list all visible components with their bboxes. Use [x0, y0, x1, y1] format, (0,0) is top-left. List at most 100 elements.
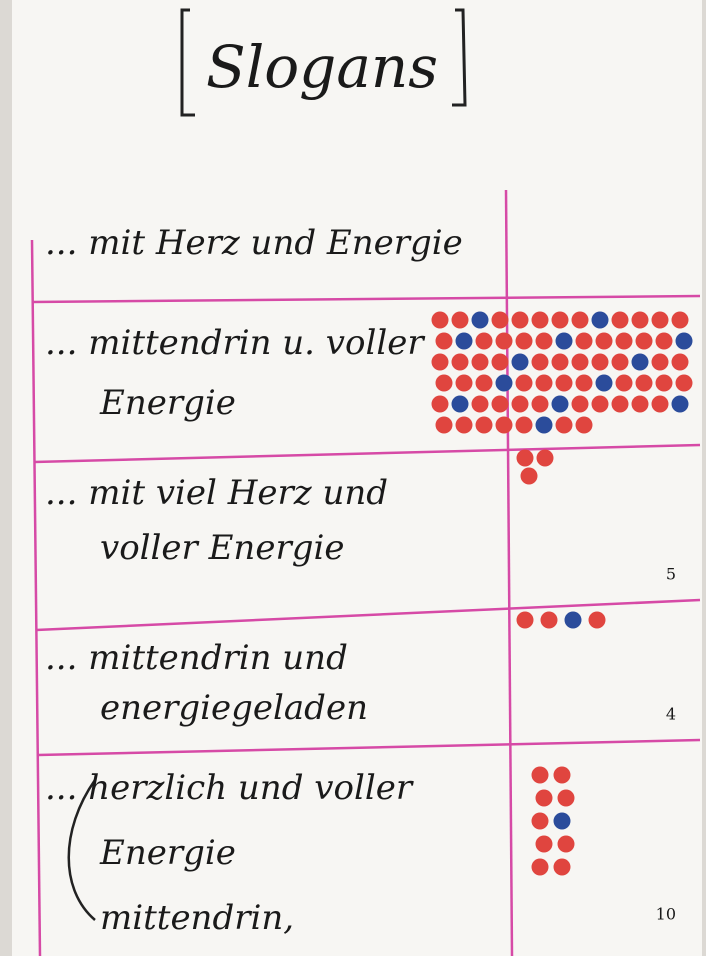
red-dot — [541, 612, 558, 629]
red-dot — [636, 375, 653, 392]
page: Slogans ... mit Herz und Energie ... mitt… — [0, 0, 706, 956]
red-dot — [532, 767, 549, 784]
red-dot — [612, 312, 629, 329]
red-dot — [616, 375, 633, 392]
red-dot — [536, 836, 553, 853]
red-dot — [576, 333, 593, 350]
red-dot — [616, 333, 633, 350]
red-dot — [558, 790, 575, 807]
title: Slogans — [206, 33, 438, 101]
red-dot — [536, 375, 553, 392]
red-dot — [589, 612, 606, 629]
red-dot — [436, 375, 453, 392]
red-dot — [452, 354, 469, 371]
red-dot — [572, 396, 589, 413]
slogan-text: voller Energie — [100, 528, 344, 568]
red-dot — [672, 354, 689, 371]
red-dot — [572, 354, 589, 371]
blue-dot — [592, 312, 609, 329]
blue-dot — [556, 333, 573, 350]
red-dot — [476, 333, 493, 350]
blue-dot — [452, 396, 469, 413]
red-dot — [492, 312, 509, 329]
red-dot — [656, 333, 673, 350]
red-dot — [576, 375, 593, 392]
red-dot — [472, 354, 489, 371]
vote-count: 10 — [656, 905, 676, 924]
red-dot — [492, 396, 509, 413]
red-dot — [516, 333, 533, 350]
red-dot — [652, 396, 669, 413]
slogan-text: Energie — [99, 833, 236, 873]
blue-dot — [676, 333, 693, 350]
slogan-text: ... mittendrin u. voller — [45, 323, 425, 363]
red-dot — [596, 333, 613, 350]
red-dot — [436, 417, 453, 434]
red-dot — [554, 767, 571, 784]
red-dot — [496, 417, 513, 434]
slogan-text: mittendrin, — [100, 898, 294, 938]
red-dot — [532, 312, 549, 329]
vote-count: 5 — [666, 565, 676, 584]
red-dot — [516, 375, 533, 392]
flipchart: Slogans ... mit Herz und Energie ... mitt… — [0, 0, 706, 956]
red-dot — [558, 836, 575, 853]
red-dot — [476, 375, 493, 392]
red-dot — [512, 396, 529, 413]
red-dot — [476, 417, 493, 434]
red-dot — [521, 468, 538, 485]
blue-dot — [536, 417, 553, 434]
red-dot — [436, 333, 453, 350]
blue-dot — [472, 312, 489, 329]
red-dot — [532, 859, 549, 876]
blue-dot — [596, 375, 613, 392]
vote-count: 4 — [666, 705, 676, 724]
red-dot — [492, 354, 509, 371]
blue-dot — [672, 396, 689, 413]
red-dot — [656, 375, 673, 392]
red-dot — [456, 417, 473, 434]
slogan-text: ... mit Herz und Energie — [45, 223, 463, 263]
red-dot — [517, 450, 534, 467]
red-dot — [532, 813, 549, 830]
blue-dot — [565, 612, 582, 629]
blue-dot — [552, 396, 569, 413]
red-dot — [632, 312, 649, 329]
red-dot — [516, 417, 533, 434]
blue-dot — [554, 813, 571, 830]
red-dot — [612, 354, 629, 371]
red-dot — [632, 396, 649, 413]
red-dot — [496, 333, 513, 350]
blue-dot — [512, 354, 529, 371]
red-dot — [652, 354, 669, 371]
slogan-text: ... mit viel Herz und — [45, 473, 388, 513]
red-dot — [537, 450, 554, 467]
red-dot — [552, 312, 569, 329]
slogan-text: Energie — [99, 383, 236, 423]
red-dot — [532, 354, 549, 371]
red-dot — [552, 354, 569, 371]
red-dot — [452, 312, 469, 329]
red-dot — [532, 396, 549, 413]
red-dot — [636, 333, 653, 350]
red-dot — [556, 375, 573, 392]
red-dot — [456, 375, 473, 392]
red-dot — [432, 354, 449, 371]
blue-dot — [456, 333, 473, 350]
red-dot — [536, 333, 553, 350]
red-dot — [536, 790, 553, 807]
red-dot — [676, 375, 693, 392]
red-dot — [652, 312, 669, 329]
red-dot — [512, 312, 529, 329]
red-dot — [432, 396, 449, 413]
red-dot — [592, 396, 609, 413]
slogan-text: ... mittendrin und — [45, 638, 348, 678]
red-dot — [612, 396, 629, 413]
red-dot — [592, 354, 609, 371]
red-dot — [672, 312, 689, 329]
red-dot — [576, 417, 593, 434]
blue-dot — [496, 375, 513, 392]
red-dot — [472, 396, 489, 413]
red-dot — [432, 312, 449, 329]
slogan-text: ... herzlich und voller — [45, 768, 414, 808]
